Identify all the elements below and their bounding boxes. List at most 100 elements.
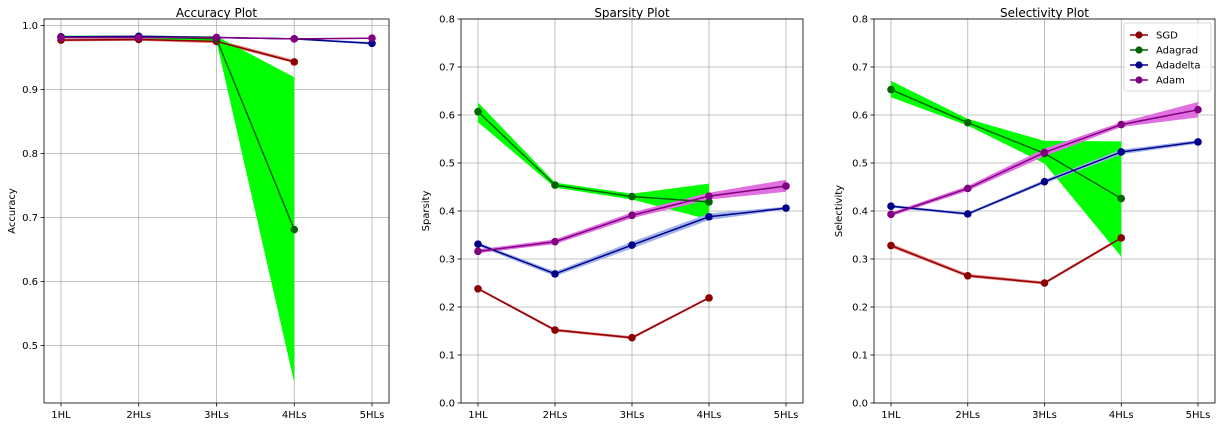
y-tick-label: 0.4: [852, 207, 868, 218]
data-point-adam: [368, 34, 376, 42]
data-point-sgd: [628, 333, 636, 342]
data-point-adam: [628, 211, 636, 220]
chart-panel-1: 1HL 2HLs 3HLs 4HLs 5HLs 0.5 0.6 0.7 0.8 0.9 1.0 Acc…: [7, 6, 390, 421]
chart-panel-3: 1HL 2HLs 3HLs 4HLs 5HLs 0.0 0.1 0.2 0.3 0.4 0.5 0.6…: [834, 6, 1216, 421]
data-point-adadelta: [551, 270, 559, 278]
data-point-adagrad: [290, 225, 299, 234]
x-tick-label: 1HL: [881, 410, 901, 421]
data-point-adam: [57, 33, 65, 42]
y-tick-label: 0.8: [852, 15, 868, 26]
x-tick-label: 2HLs: [955, 410, 980, 421]
data-point-adadelta: [628, 241, 636, 249]
legend-label-adam: Adam: [1156, 76, 1185, 87]
x-tick-label: 2HLs: [543, 410, 568, 421]
series-line-adagrad: [477, 111, 710, 203]
legend-label-adagrad: Adagrad: [1156, 46, 1198, 57]
band-adagrad: [61, 35, 295, 383]
x-tick-label: 5HLs: [774, 410, 799, 421]
y-tick-label: 0.4: [439, 207, 455, 218]
y-tick-label: 0.5: [22, 341, 38, 352]
x-tick-label: 4HLs: [697, 410, 722, 421]
y-tick-label: 0.8: [439, 15, 455, 26]
x-tick-label: 3HLs: [204, 410, 229, 421]
data-point-adadelta: [963, 210, 972, 218]
legend-label-sgd: SGD: [1156, 31, 1178, 42]
chart-title: Sparsity Plot: [594, 6, 670, 20]
band-sgd: [891, 236, 1122, 285]
y-tick-label: 0.2: [439, 303, 455, 314]
chart-title: Selectivity Plot: [1000, 6, 1089, 20]
legend: SGD Adagrad Adadelta Adam: [1123, 22, 1212, 92]
legend-marker-adagrad: [1135, 46, 1143, 54]
data-point-adadelta: [1117, 148, 1126, 156]
y-axis-label: Sparsity: [421, 191, 432, 232]
x-tick-label: 3HLs: [1032, 410, 1057, 421]
data-point-adam: [963, 184, 972, 193]
data-point-adadelta: [705, 212, 713, 221]
data-point-sgd: [551, 326, 559, 334]
data-point-adagrad: [628, 192, 636, 201]
y-tick-label: 0.0: [439, 399, 455, 410]
x-tick-label: 4HLs: [282, 410, 307, 421]
y-tick-label: 0.5: [852, 159, 868, 170]
band-sgd: [478, 287, 709, 340]
data-point-sgd: [1040, 279, 1049, 287]
data-point-adam: [290, 35, 299, 43]
data-point-sgd: [1117, 234, 1126, 242]
data-point-adagrad: [1117, 194, 1126, 203]
y-tick-label: 0.7: [852, 63, 868, 74]
legend-marker-adadelta: [1135, 61, 1143, 69]
series-line-sgd: [477, 288, 710, 339]
y-axis-label: Selectivity: [834, 185, 845, 237]
y-tick-label: 0.6: [439, 111, 455, 122]
y-tick-label: 0.0: [852, 399, 868, 410]
y-tick-label: 0.6: [22, 277, 38, 288]
x-tick-label: 1HL: [51, 410, 71, 421]
legend-box: [1123, 22, 1212, 92]
series-line-sgd: [890, 237, 1122, 284]
chart-title: Accuracy Plot: [176, 6, 258, 20]
data-point-adam: [1040, 148, 1049, 157]
y-tick-label: 0.3: [852, 255, 868, 266]
data-point-adam: [705, 192, 713, 200]
x-tick-label: 3HLs: [620, 410, 645, 421]
data-point-adam: [1117, 120, 1126, 129]
y-tick-label: 0.5: [439, 159, 455, 170]
y-tick-label: 0.7: [439, 63, 455, 74]
y-tick-label: 0.2: [852, 303, 868, 314]
y-tick-label: 0.1: [852, 351, 868, 362]
y-tick-label: 0.9: [22, 85, 38, 96]
series-line-adagrad: [890, 88, 1122, 200]
chart-panel-2: 1HL 2HLs 3HLs 4HLs 5HLs 0.0 0.1 0.2 0.3 0.4 0.5 0.6…: [421, 6, 804, 421]
data-point-adagrad: [474, 107, 482, 116]
data-point-adam: [1194, 105, 1202, 114]
data-point-adam: [887, 210, 895, 219]
data-point-adam: [212, 33, 221, 42]
data-point-sgd: [963, 272, 972, 280]
legend-label-adadelta: Adadelta: [1156, 61, 1200, 72]
x-tick-label: 5HLs: [360, 410, 385, 421]
data-point-adagrad: [887, 85, 895, 94]
data-point-adadelta: [782, 204, 790, 212]
x-tick-label: 4HLs: [1109, 410, 1134, 421]
y-axis-label: Accuracy: [7, 188, 18, 234]
band-adadelta: [891, 139, 1198, 216]
data-point-adam: [134, 33, 143, 42]
series-line-sgd: [60, 38, 295, 63]
data-point-sgd: [705, 294, 713, 302]
x-tick-label: 5HLs: [1186, 410, 1211, 421]
x-tick-label: 1HL: [468, 410, 488, 421]
data-point-adadelta: [474, 240, 482, 248]
band-adagrad: [478, 102, 709, 220]
data-point-sgd: [290, 58, 299, 66]
data-point-adam: [551, 237, 559, 246]
y-tick-label: 0.7: [22, 213, 38, 224]
data-point-adagrad: [551, 181, 559, 189]
data-point-adagrad: [705, 198, 713, 206]
data-point-adam: [474, 247, 482, 256]
x-tick-label: 2HLs: [126, 410, 151, 421]
legend-marker-sgd: [1135, 31, 1143, 39]
data-point-adadelta: [1040, 177, 1049, 186]
data-point-adadelta: [887, 202, 895, 210]
